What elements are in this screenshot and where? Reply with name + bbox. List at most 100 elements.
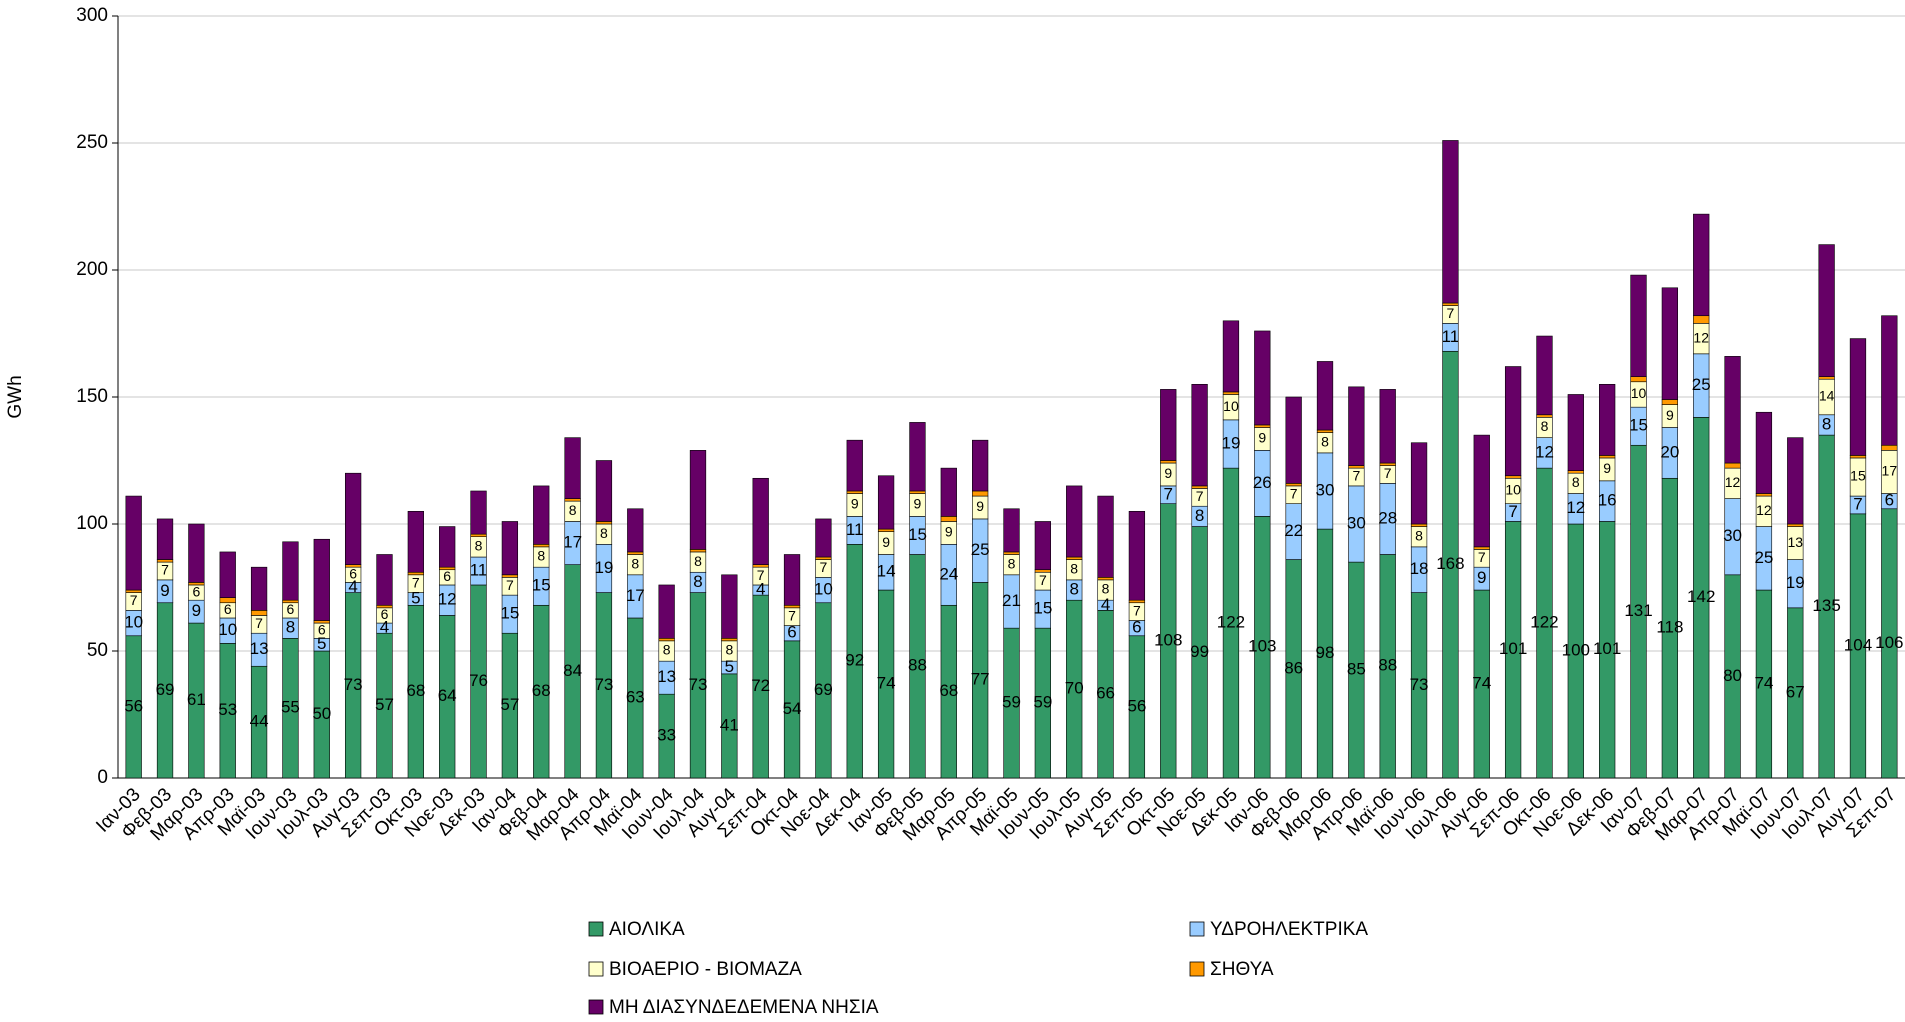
data-label: 10 (814, 580, 833, 599)
data-label: 7 (1478, 549, 1486, 565)
data-label: 11 (846, 520, 864, 539)
bar-segment (1097, 495, 1114, 578)
data-label: 69 (156, 680, 175, 699)
data-label: 8 (725, 642, 733, 658)
y-tick-label: 250 (76, 132, 108, 153)
data-label: 6 (287, 601, 295, 617)
bar-segment (1693, 213, 1710, 317)
bar-segment (721, 637, 738, 642)
data-label: 9 (1258, 430, 1266, 446)
data-label: 12 (1725, 474, 1741, 490)
data-label: 69 (814, 680, 833, 699)
bar-segment (877, 475, 895, 530)
bar-segment (125, 495, 142, 591)
data-label: 10 (1505, 482, 1521, 498)
data-label: 7 (1853, 494, 1862, 513)
y-tick-label: 50 (87, 640, 108, 661)
data-label: 74 (1754, 674, 1773, 693)
data-label: 59 (1033, 693, 1052, 712)
bar-segment (439, 526, 456, 568)
bar-segment (470, 533, 487, 537)
data-label: 15 (1850, 468, 1866, 484)
bar-segment (1724, 462, 1741, 469)
data-label: 6 (443, 568, 451, 584)
bar-segment (1066, 556, 1083, 560)
bar-segment (815, 518, 832, 558)
bar-segment (1849, 338, 1867, 456)
y-tick-label: 150 (76, 386, 108, 407)
data-label: 30 (1347, 513, 1366, 532)
data-label: 12 (1535, 442, 1554, 461)
data-label: 70 (1065, 679, 1084, 698)
data-label: 56 (124, 696, 143, 715)
data-label: 19 (1786, 573, 1805, 592)
data-label: 68 (406, 681, 425, 700)
bar-segment (595, 521, 613, 525)
y-tick-label: 100 (76, 513, 108, 534)
bar-segment (1630, 376, 1647, 383)
data-label: 7 (506, 577, 514, 593)
data-label: 6 (318, 621, 326, 637)
data-label: 30 (1723, 526, 1742, 545)
bar-segment (1348, 386, 1365, 466)
data-label: 103 (1248, 637, 1276, 656)
data-label: 6 (787, 623, 796, 642)
data-label: 74 (1472, 674, 1491, 693)
data-label: 17 (563, 533, 582, 552)
data-label: 7 (819, 559, 827, 575)
data-label: 7 (1133, 602, 1141, 618)
data-label: 4 (1101, 595, 1110, 614)
data-label: 14 (1819, 388, 1835, 404)
data-label: 13 (250, 639, 269, 658)
data-label: 122 (1217, 613, 1245, 632)
data-label: 7 (130, 592, 138, 608)
data-label: 12 (1693, 329, 1709, 345)
bar-segment (1787, 523, 1804, 527)
data-label: 5 (317, 634, 326, 653)
data-label: 55 (281, 698, 300, 717)
data-label: 73 (689, 675, 708, 694)
data-label: 10 (218, 620, 237, 639)
data-label: 13 (657, 667, 676, 686)
data-label: 7 (161, 562, 169, 578)
data-label: 21 (1002, 591, 1021, 610)
data-label: 15 (1629, 416, 1648, 435)
data-label: 6 (1132, 618, 1141, 637)
legend-label: ΒΙΟΑΕΡΙΟ - ΒΙΟΜΑΖΑ (609, 959, 802, 980)
bar-segment (1849, 455, 1867, 459)
bar-segment (1410, 442, 1428, 525)
data-label: 8 (1070, 560, 1078, 576)
bar-segment (846, 439, 863, 492)
bar-segment (1097, 577, 1114, 581)
data-label: 9 (1477, 568, 1486, 587)
legend-label: ΜΗ ΔΙΑΣΥΝΔΕΔΕΜΕΝΑ ΝΗΣΙΑ (609, 997, 879, 1018)
data-label: 8 (631, 555, 639, 571)
data-label: 24 (939, 564, 958, 583)
bar-segment (940, 467, 957, 517)
bar-segment (501, 521, 519, 576)
data-label: 85 (1347, 660, 1366, 679)
bar-segment (407, 510, 424, 573)
legend-swatch (1189, 921, 1205, 937)
data-label: 8 (1008, 555, 1016, 571)
bar-segment (1504, 475, 1522, 479)
data-label: 13 (1787, 534, 1803, 550)
data-label: 100 (1562, 640, 1590, 659)
data-label: 4 (380, 618, 389, 637)
bar-segment (783, 554, 801, 606)
data-label: 84 (563, 661, 582, 680)
data-label: 25 (1754, 548, 1773, 567)
bar-segment (1316, 429, 1334, 433)
data-label: 15 (500, 604, 519, 623)
bar-segment (940, 516, 957, 522)
bar-segment (658, 584, 675, 639)
bar-segment (1881, 315, 1898, 446)
data-label: 8 (475, 538, 483, 554)
data-label: 6 (381, 606, 389, 622)
data-label: 16 (1598, 491, 1617, 510)
data-label: 20 (1660, 442, 1679, 461)
bar-segment (1285, 396, 1302, 484)
data-label: 7 (255, 615, 263, 631)
bar-segment (721, 574, 738, 639)
data-label: 9 (914, 496, 922, 512)
